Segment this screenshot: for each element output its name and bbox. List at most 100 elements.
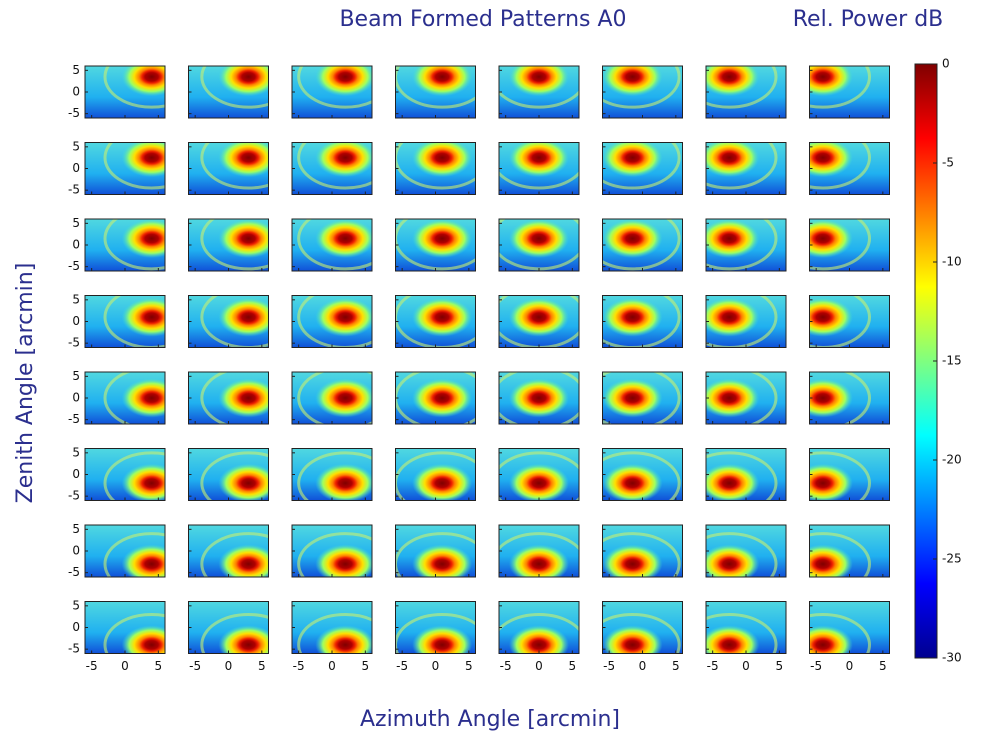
beam-peak: [122, 219, 182, 258]
x-tick-label: -5: [500, 659, 512, 673]
panel: [683, 127, 786, 194]
panel: [683, 525, 786, 594]
panel: [776, 127, 889, 194]
panel: [189, 47, 296, 119]
panel: [492, 368, 585, 429]
y-tick-label: 5: [72, 139, 80, 153]
beam-peak: [603, 57, 663, 96]
panel: [776, 208, 889, 271]
panel: [683, 368, 786, 429]
panel: [396, 449, 489, 514]
beam-peak: [699, 138, 759, 177]
beam-peak: [699, 545, 759, 584]
colorbar-tick-label: 0: [942, 57, 950, 71]
y-tick-label: 0: [72, 238, 80, 252]
panel: [683, 47, 786, 119]
y-tick-label: 0: [72, 544, 80, 558]
panel: [85, 208, 198, 271]
y-tick-label: 5: [72, 292, 80, 306]
y-tick-label: -5: [68, 183, 80, 197]
y-tick-label: 0: [72, 314, 80, 328]
x-tick-label: -5: [396, 659, 408, 673]
y-tick-label: 0: [72, 85, 80, 99]
panel: [189, 525, 296, 594]
panel: [492, 127, 585, 194]
beam-peak: [315, 138, 375, 177]
colorbar-label: Rel. Power dB: [793, 7, 944, 32]
x-tick-label: 0: [639, 659, 647, 673]
panel: [492, 208, 585, 271]
beam-peak: [793, 464, 853, 503]
x-tick-label: -5: [189, 659, 201, 673]
panel: [586, 208, 683, 271]
beam-peak: [509, 138, 569, 177]
panel: [683, 208, 786, 271]
beam-peak: [315, 379, 375, 418]
y-tick-label: 5: [72, 63, 80, 77]
beam-peak: [219, 138, 279, 177]
beam-peak: [122, 57, 182, 96]
beam-peak: [412, 545, 472, 584]
beam-peak: [509, 298, 569, 337]
x-tick-label: -5: [810, 659, 822, 673]
panel: [292, 368, 392, 429]
y-tick-label: -5: [68, 412, 80, 426]
panel: [292, 525, 392, 594]
panel: [396, 208, 489, 271]
colorbar-tick-label: -30: [942, 651, 962, 665]
beam-peak: [219, 57, 279, 96]
chart-title: Beam Formed Patterns A0: [339, 7, 626, 32]
colorbar-tick-label: -10: [942, 255, 962, 269]
panel: [85, 47, 198, 119]
panel: [776, 602, 889, 676]
y-tick-label: -5: [68, 336, 80, 350]
y-tick-label: 0: [72, 467, 80, 481]
y-tick-label: 0: [72, 620, 80, 634]
beam-peak: [219, 219, 279, 258]
beam-peak: [315, 57, 375, 96]
panel: [492, 47, 585, 119]
beam-peak: [793, 379, 853, 418]
beam-peak: [315, 219, 375, 258]
colorbar-tick-label: -20: [942, 453, 962, 467]
colorbar-tick-label: -5: [942, 156, 954, 170]
x-tick-label: 0: [328, 659, 336, 673]
x-tick-label: -5: [293, 659, 305, 673]
beam-peak: [412, 379, 472, 418]
beam-peak: [122, 138, 182, 177]
y-tick-label: 0: [72, 161, 80, 175]
beam-peak: [412, 138, 472, 177]
panel: [586, 602, 683, 676]
panel: [586, 47, 683, 119]
x-tick-label: 5: [465, 659, 473, 673]
y-axis-label: Zenith Angle [arcmin]: [13, 263, 38, 504]
panel: [292, 127, 392, 194]
x-tick-label: 5: [776, 659, 784, 673]
beam-peak: [509, 57, 569, 96]
beam-peak: [412, 57, 472, 96]
y-tick-label: 0: [72, 391, 80, 405]
panel: [189, 127, 296, 194]
y-tick-label: 5: [72, 598, 80, 612]
beam-peak: [509, 219, 569, 258]
panel: [396, 602, 489, 676]
panel: [776, 47, 889, 119]
beam-peak: [122, 545, 182, 584]
beam-peak: [603, 138, 663, 177]
panel: [396, 368, 489, 429]
beam-peak: [793, 545, 853, 584]
x-tick-label: -5: [707, 659, 719, 673]
panel: [396, 525, 489, 594]
x-tick-label: 5: [672, 659, 680, 673]
beam-peak: [793, 219, 853, 258]
y-tick-label: -5: [68, 565, 80, 579]
panel: [776, 368, 889, 429]
beam-peak: [509, 464, 569, 503]
x-axis-label: Azimuth Angle [arcmin]: [360, 707, 620, 732]
x-tick-label: 5: [569, 659, 577, 673]
x-tick-label: 0: [121, 659, 129, 673]
colorbar-tick-label: -15: [942, 354, 962, 368]
panel: [683, 602, 786, 676]
panel: [396, 127, 489, 194]
beam-peak: [793, 298, 853, 337]
